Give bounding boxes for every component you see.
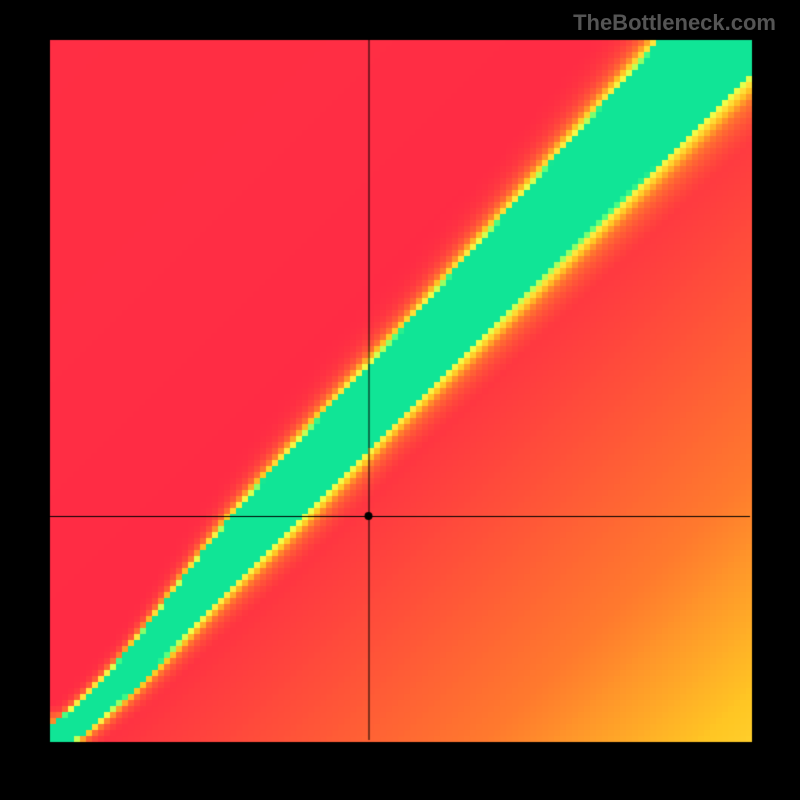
bottleneck-heatmap-canvas xyxy=(0,0,800,800)
watermark-label: TheBottleneck.com xyxy=(573,10,776,36)
chart-container: TheBottleneck.com xyxy=(0,0,800,800)
